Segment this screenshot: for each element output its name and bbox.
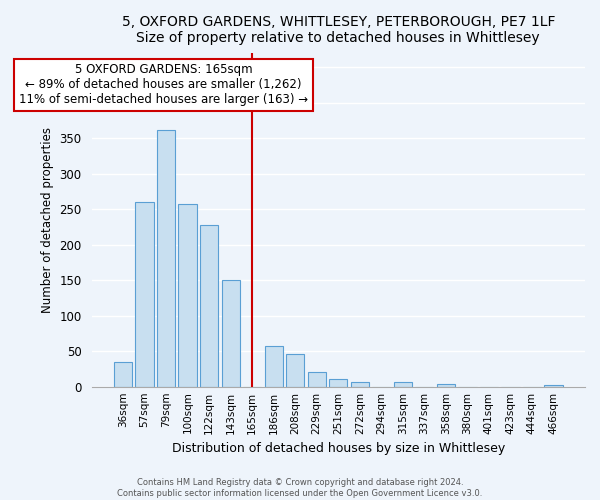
Text: Contains HM Land Registry data © Crown copyright and database right 2024.
Contai: Contains HM Land Registry data © Crown c… bbox=[118, 478, 482, 498]
Bar bbox=[329, 379, 347, 386]
Title: 5, OXFORD GARDENS, WHITTLESEY, PETERBOROUGH, PE7 1LF
Size of property relative t: 5, OXFORD GARDENS, WHITTLESEY, PETERBORO… bbox=[122, 15, 555, 45]
Bar bbox=[394, 382, 412, 386]
Bar bbox=[308, 372, 326, 386]
Bar bbox=[200, 225, 218, 386]
Bar bbox=[286, 354, 304, 386]
Bar bbox=[136, 202, 154, 386]
Bar bbox=[265, 346, 283, 387]
Bar bbox=[157, 130, 175, 386]
Bar bbox=[437, 384, 455, 386]
Bar bbox=[544, 384, 563, 386]
Bar bbox=[350, 382, 369, 386]
Bar bbox=[114, 362, 132, 386]
Text: 5 OXFORD GARDENS: 165sqm
← 89% of detached houses are smaller (1,262)
11% of sem: 5 OXFORD GARDENS: 165sqm ← 89% of detach… bbox=[19, 64, 308, 106]
X-axis label: Distribution of detached houses by size in Whittlesey: Distribution of detached houses by size … bbox=[172, 442, 505, 455]
Y-axis label: Number of detached properties: Number of detached properties bbox=[41, 127, 54, 313]
Bar bbox=[221, 280, 240, 386]
Bar bbox=[178, 204, 197, 386]
